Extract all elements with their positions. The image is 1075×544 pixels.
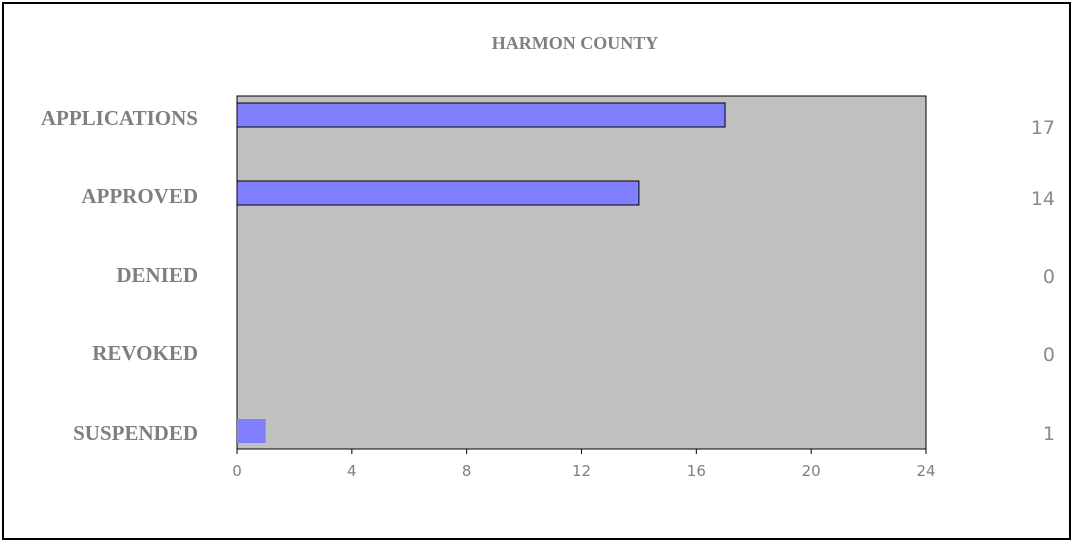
x-tick-label-8: 8	[462, 462, 472, 480]
value-label-applications: 17	[1030, 117, 1055, 139]
x-tick-label-0: 0	[232, 462, 242, 480]
x-tick-label-24: 24	[916, 462, 935, 480]
value-label-approved: 14	[1030, 188, 1055, 210]
bar-suspended	[237, 419, 266, 443]
bar-applications	[236, 102, 726, 128]
x-tick-label-4: 4	[347, 462, 357, 480]
category-label-suspended: SUSPENDED	[73, 421, 198, 445]
category-label-approved: APPROVED	[81, 184, 198, 208]
category-label-denied: DENIED	[116, 263, 198, 287]
category-label-revoked: REVOKED	[92, 341, 198, 365]
bar-approved	[236, 180, 640, 206]
value-label-denied: 0	[1042, 266, 1055, 288]
x-tick-label-16: 16	[687, 462, 706, 480]
x-tick-label-12: 12	[572, 462, 591, 480]
x-tick-label-20: 20	[802, 462, 821, 480]
chart-title: HARMON COUNTY	[491, 33, 659, 53]
plot-area	[236, 95, 927, 450]
value-label-suspended: 1	[1042, 423, 1055, 445]
category-label-applications: APPLICATIONS	[40, 106, 198, 130]
value-label-revoked: 0	[1042, 344, 1055, 366]
